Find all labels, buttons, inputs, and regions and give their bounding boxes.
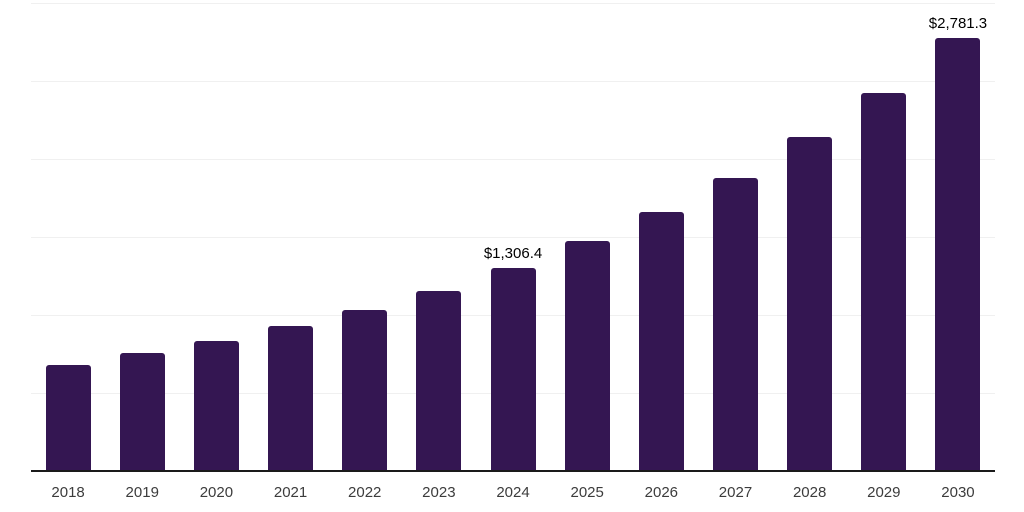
bar-column-2023	[402, 4, 476, 472]
gridline-2000	[31, 159, 995, 160]
bar-2024	[490, 268, 536, 472]
bar-column-2019	[105, 4, 179, 472]
bar-2020	[193, 341, 239, 472]
bar-value-label-2024: $1,306.4	[483, 245, 543, 263]
gridline-1500	[31, 237, 995, 238]
bar-column-2027	[698, 4, 772, 472]
x-tick-2021: 2021	[273, 484, 308, 501]
x-axis-tick-labels: 2018 2019 2020 2021 2022 2023 2024 2025 2026 2027…	[31, 481, 995, 505]
bar-column-2021	[253, 4, 327, 472]
bar-column-2020	[179, 4, 253, 472]
bar-2025	[564, 241, 610, 472]
x-tick-2025: 2025	[570, 484, 604, 501]
gridline-3000	[31, 3, 995, 4]
bar-column-2029	[847, 4, 921, 472]
bar-2022	[342, 309, 388, 472]
x-tick-2019: 2019	[125, 484, 159, 501]
bar-column-2022	[328, 4, 402, 472]
x-tick-2020: 2020	[199, 484, 234, 501]
bar-2027	[712, 177, 758, 472]
bar-2029	[861, 92, 907, 472]
x-tick-2027: 2027	[718, 484, 753, 501]
bar-column-2024: $1,306.4	[476, 4, 550, 472]
x-axis-line	[31, 470, 995, 472]
bar-2021	[268, 326, 314, 472]
bar-column-2025	[550, 4, 624, 472]
x-tick-2018: 2018	[51, 484, 85, 501]
bar-value-label-2030: $2,781.3	[928, 15, 988, 33]
bars-row: $1,306.4 $2,781.3	[31, 4, 995, 472]
x-tick-2022: 2022	[348, 484, 382, 501]
bar-column-2030: $2,781.3	[921, 4, 995, 472]
x-tick-2023: 2023	[422, 484, 456, 501]
x-tick-2028: 2028	[792, 484, 827, 501]
bar-column-2026	[624, 4, 698, 472]
x-tick-2029: 2029	[867, 484, 901, 501]
x-tick-2030: 2030	[941, 484, 975, 501]
bar-column-2028	[773, 4, 847, 472]
bar-2026	[638, 211, 684, 472]
plot-area: $1,306.4 $2,781.3	[31, 3, 995, 472]
bar-column-2018	[31, 4, 105, 472]
x-tick-2024: 2024	[496, 484, 530, 501]
bar-2028	[787, 137, 833, 472]
bar-2018	[45, 365, 91, 472]
bar-2019	[119, 353, 165, 472]
gridline-2500	[31, 81, 995, 82]
bar-2023	[416, 290, 462, 472]
bar-2030	[935, 38, 981, 472]
x-tick-2026: 2026	[644, 484, 679, 501]
